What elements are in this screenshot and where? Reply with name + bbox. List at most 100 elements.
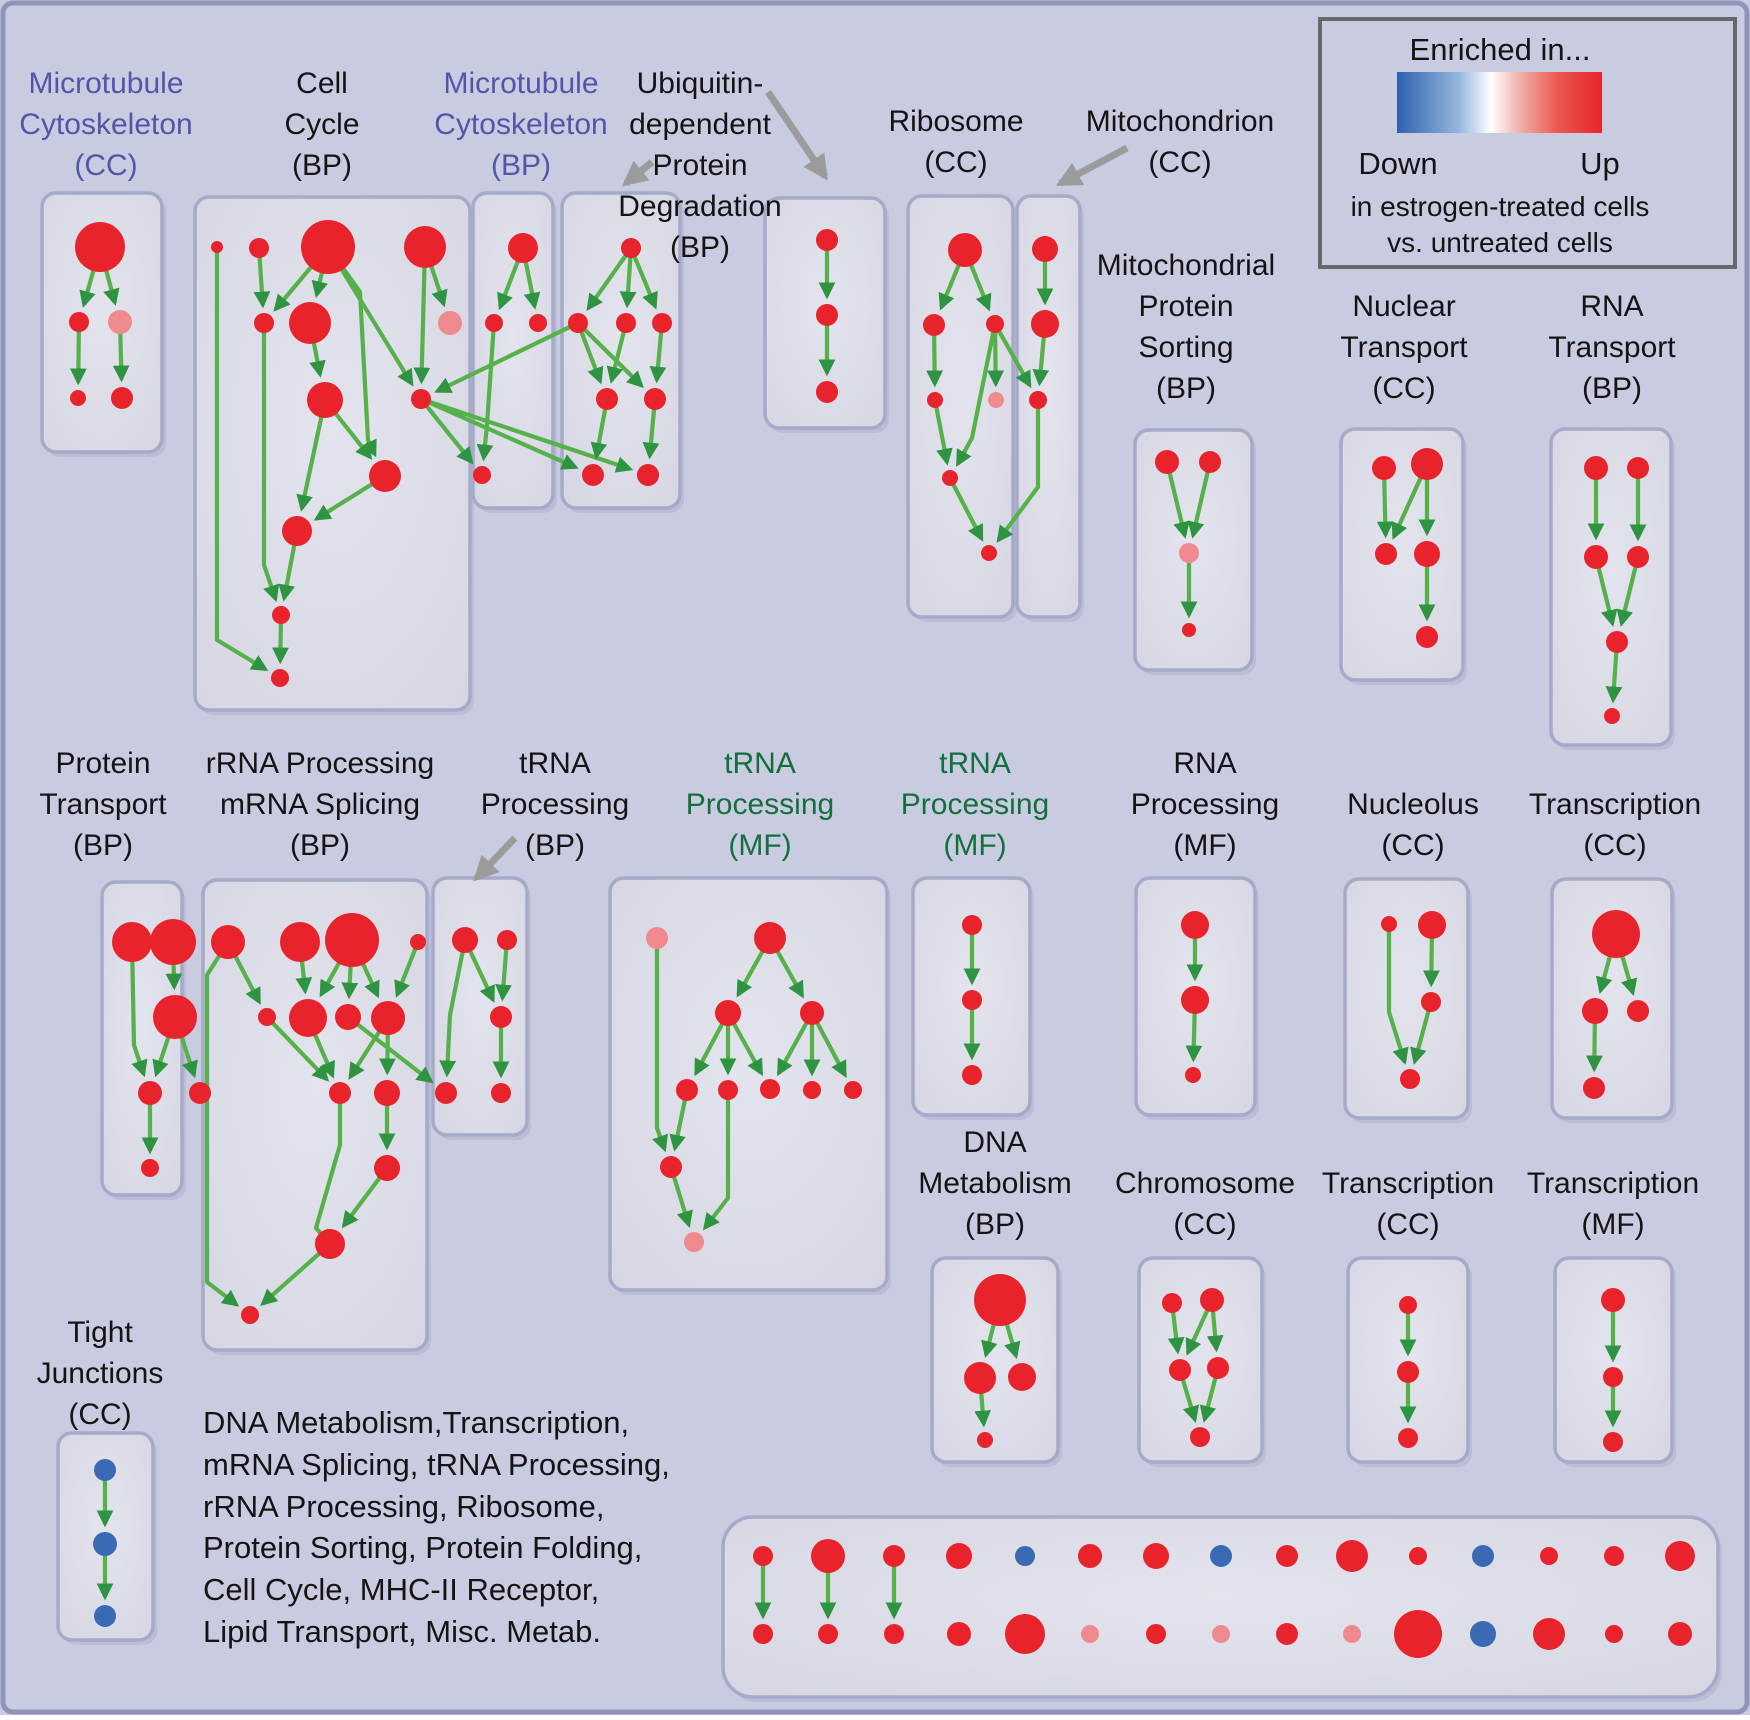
go-term-node (490, 1006, 512, 1028)
go-term-node (1668, 1622, 1692, 1646)
go-term-node (684, 1232, 704, 1252)
go-term-node (1603, 1367, 1623, 1387)
go-term-node (94, 1459, 116, 1481)
go-term-node (1592, 910, 1640, 958)
go-term-node (811, 1539, 845, 1573)
go-term-node (753, 1546, 773, 1566)
edge-arrow (629, 247, 658, 310)
cluster-label-microtubule-cc: Microtubule Cytoskeleton (CC) (19, 67, 192, 182)
go-term-node (1533, 1618, 1565, 1650)
go-term-node (508, 233, 538, 263)
edge-arrow (265, 1015, 330, 1082)
go-term-node (1029, 391, 1047, 409)
go-term-node (660, 1156, 682, 1178)
edge-arrow (1410, 1001, 1434, 1065)
go-term-node (282, 516, 312, 546)
cluster-label-transcription-cc-bottom: Transcription (CC) (1322, 1167, 1494, 1241)
edge-arrow (129, 941, 148, 1078)
go-term-node (616, 313, 636, 333)
cluster-label-trna-bp: tRNA Processing (BP) (481, 747, 629, 862)
cluster-label-ribosome: Ribosome (CC) (888, 105, 1023, 179)
cluster-box-dna-metabolism (930, 1256, 1060, 1464)
go-term-node (1627, 546, 1649, 568)
go-term-node (258, 1008, 276, 1026)
go-term-node (1470, 1621, 1496, 1647)
edge-arrow (296, 399, 328, 512)
cluster-label-rna-processing-mf: RNA Processing (MF) (1131, 747, 1279, 862)
go-term-node (962, 915, 982, 935)
go-term-node (491, 1083, 511, 1103)
go-term-node (1372, 456, 1396, 480)
go-term-node (1276, 1623, 1298, 1645)
edge-arrow (214, 247, 269, 672)
cluster-label-mito-protein-sorting: Mitochondrial Protein Sorting (BP) (1097, 249, 1275, 405)
cluster-label-dna-metabolism: DNA Metabolism (BP) (918, 1126, 1071, 1241)
go-term-node (946, 1543, 972, 1569)
go-term-node (108, 310, 132, 334)
go-term-node (70, 390, 86, 406)
go-term-node (715, 1000, 741, 1026)
go-term-node (452, 927, 478, 953)
go-term-node (1606, 631, 1628, 653)
go-term-node (289, 302, 331, 344)
go-term-node (272, 606, 290, 624)
go-term-node (1210, 1545, 1232, 1567)
go-term-node (753, 1624, 773, 1644)
go-term-node (986, 315, 1004, 333)
go-term-node (1394, 1610, 1442, 1658)
edge-arrow (948, 477, 984, 542)
go-term-node (1200, 1288, 1224, 1312)
go-term-node (189, 1082, 211, 1104)
go-term-node (141, 1159, 159, 1177)
go-term-node (69, 312, 89, 332)
go-term-node (369, 460, 401, 492)
pointer-arrow (1055, 144, 1129, 187)
go-term-node (94, 1605, 116, 1627)
legend-subtitle-line2: vs. untreated cells (1387, 227, 1613, 258)
go-term-node (1032, 236, 1058, 262)
edge-arrow (1187, 461, 1213, 539)
go-term-node (435, 1082, 457, 1104)
go-term-node (977, 1432, 993, 1448)
go-term-node (211, 925, 245, 959)
go-term-node (374, 1155, 400, 1181)
legend-subtitle-line1: in estrogen-treated cells (1351, 191, 1650, 222)
go-term-node (1181, 986, 1209, 1014)
go-term-node (621, 238, 641, 258)
go-term-node (410, 934, 426, 950)
edge-arrow (987, 323, 1005, 388)
go-term-node (301, 220, 355, 274)
cluster-label-microtubule-bp: Microtubule Cytoskeleton (BP) (434, 67, 607, 182)
go-term-node (1411, 448, 1443, 480)
edge-arrow (439, 939, 468, 1078)
go-term-node (211, 241, 223, 253)
go-term-node (676, 1079, 698, 1101)
go-term-node (1409, 1547, 1427, 1565)
go-term-node (884, 1624, 904, 1644)
cluster-label-trna-mf-1: tRNA Processing (MF) (686, 747, 834, 862)
go-term-node (1190, 1427, 1210, 1447)
go-term-node (718, 1080, 738, 1100)
go-term-node (1078, 1544, 1102, 1568)
cluster-label-nuclear-transport: Nuclear Transport (CC) (1340, 290, 1468, 405)
go-term-node (1601, 1288, 1625, 1312)
cluster-box-nucleolus (1343, 877, 1470, 1120)
edge-arrow (204, 940, 240, 1307)
go-term-node (111, 387, 133, 409)
go-term-node (411, 389, 431, 409)
go-term-node (988, 392, 1004, 408)
go-term-node (1179, 543, 1199, 563)
go-term-node (582, 464, 604, 486)
go-term-node (754, 922, 786, 954)
edge-arrow (394, 941, 420, 998)
cluster-label-transcription-cc-mid: Transcription (CC) (1529, 788, 1701, 862)
go-term-node (1627, 457, 1649, 479)
go-term-node (1162, 1293, 1182, 1313)
go-term-node (1418, 911, 1446, 939)
cluster-box-nuclear-transport (1339, 427, 1465, 682)
go-term-node (1421, 992, 1441, 1012)
cluster-label-ubiquitin: Ubiquitin-dependent Protein Degradation (BP… (618, 67, 781, 264)
go-term-node (289, 999, 327, 1037)
go-term-node (1182, 623, 1196, 637)
